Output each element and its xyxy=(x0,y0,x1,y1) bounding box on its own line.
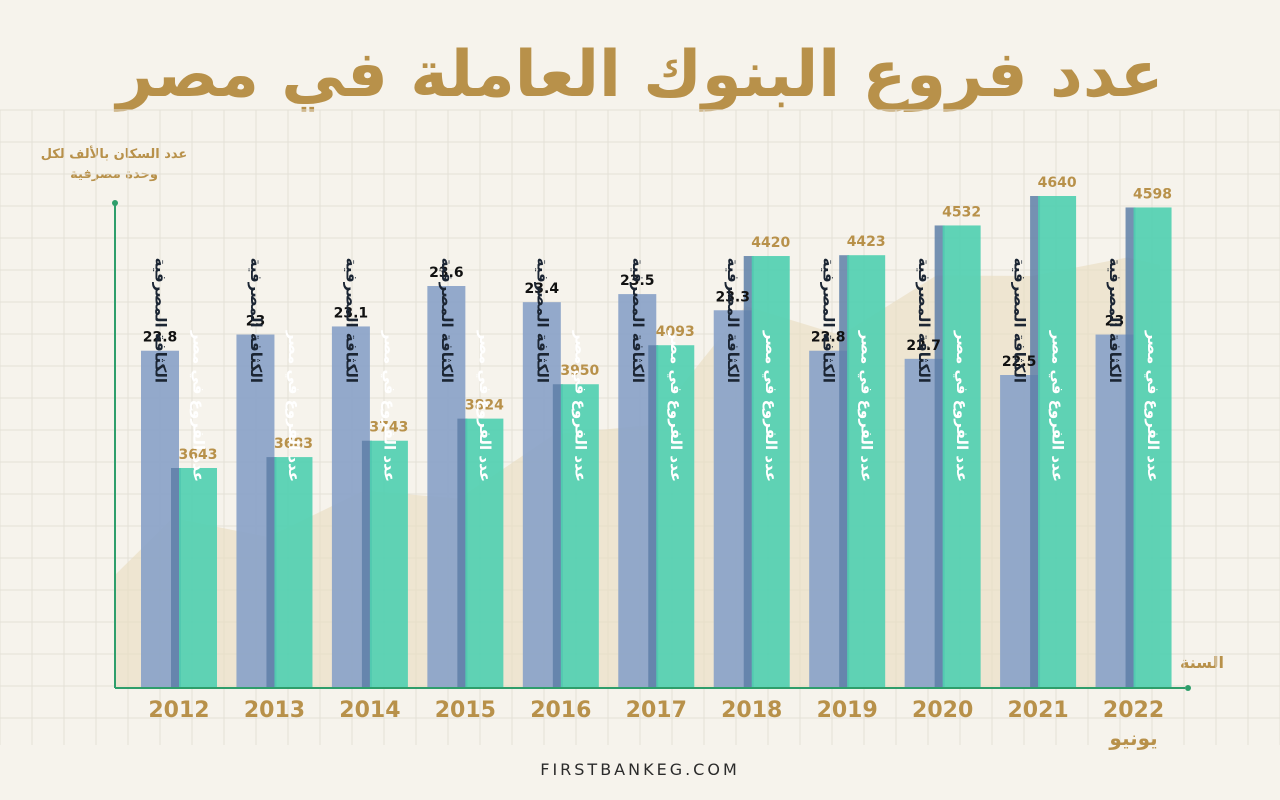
density-series-label: الكثافة المصرفية xyxy=(629,258,647,383)
density-series-label: الكثافة المصرفية xyxy=(1011,258,1029,383)
axes-group: 2012 2013 2014 2015 2016 2017 2018 2019 2020 2021… xyxy=(112,200,1191,750)
bar-overlap xyxy=(934,225,945,688)
branches-series-label: عدد الفروع في مصر xyxy=(476,330,494,482)
branches-bar xyxy=(656,345,695,688)
density-value-label: 23.5 xyxy=(620,273,655,289)
branches-series-label: عدد الفروع في مصر xyxy=(953,330,971,482)
bar-overlap xyxy=(1125,207,1136,688)
branches-value-label: 4640 xyxy=(1038,175,1077,191)
x-tick-label: 2019 xyxy=(817,698,878,723)
x-tick-label: 2014 xyxy=(339,698,400,723)
y-axis-label: عدد السكان بالألف لكل وحدة مصرفية xyxy=(40,147,188,182)
branches-bar xyxy=(465,418,504,688)
branches-series-label: عدد الفروع في مصر xyxy=(762,330,780,482)
density-series-label: الكثافة المصرفية xyxy=(820,258,838,383)
branches-value-label: 3643 xyxy=(179,447,218,463)
branches-value-label: 3824 xyxy=(465,398,504,414)
branches-bar xyxy=(274,457,313,688)
branches-bar xyxy=(369,440,408,688)
x-tick-label: 2016 xyxy=(530,698,591,723)
x-tick-label: 2022 xyxy=(1103,698,1164,723)
density-series-label: الكثافة المصرفية xyxy=(724,258,742,383)
bar-overlap xyxy=(457,418,468,688)
branches-series-label: عدد الفروع في مصر xyxy=(571,330,589,482)
density-value-label: 23 xyxy=(1105,314,1124,330)
branches-series-label: عدد الفروع في مصر xyxy=(667,330,685,482)
density-value-label: 22.7 xyxy=(906,338,941,354)
density-series-label: الكثافة المصرفية xyxy=(1106,258,1124,383)
branches-bar xyxy=(847,255,886,688)
branches-bar xyxy=(1038,196,1077,688)
branches-series-label: عدد الفروع في مصر xyxy=(1049,330,1067,482)
x-axis-end-dot xyxy=(1185,685,1191,691)
branches-series-label: عدد الفروع في مصر xyxy=(380,330,398,482)
density-series-label: الكثافة المصرفية xyxy=(915,258,933,383)
density-series-label: الكثافة المصرفية xyxy=(247,258,265,383)
chart-title: عدد فروع البنوك العاملة في مصر xyxy=(116,38,1164,112)
branches-bar xyxy=(1133,207,1172,688)
branches-bar xyxy=(179,468,217,688)
density-value-label: 23.3 xyxy=(715,289,750,305)
branches-value-label: 4093 xyxy=(656,324,695,340)
branches-value-label: 3950 xyxy=(560,363,599,379)
density-series-label: الكثافة المصرفية xyxy=(152,258,170,383)
branches-value-label: 3683 xyxy=(274,436,313,452)
x-tick-sublabel: يونيو xyxy=(1108,726,1157,750)
branches-value-label: 4423 xyxy=(847,234,886,250)
x-tick-label: 2017 xyxy=(626,698,687,723)
branches-bar xyxy=(560,384,599,688)
density-value-label: 23.1 xyxy=(334,305,369,321)
x-axis-label: السنة xyxy=(1179,653,1224,672)
density-value-label: 22.5 xyxy=(1002,354,1037,370)
branches-bar xyxy=(942,225,981,688)
x-tick-label: 2012 xyxy=(148,698,209,723)
bars-group: 22.8 3643 الكثافة المصرفية عدد الفروع في مص… xyxy=(141,175,1172,688)
density-value-label: 23.4 xyxy=(525,281,560,297)
branches-series-label: عدد الفروع في مصر xyxy=(858,330,876,482)
density-series-label: الكثافة المصرفية xyxy=(342,258,360,383)
site-footer: FIRSTBANKEG.COM xyxy=(540,760,740,779)
density-value-label: 23.6 xyxy=(429,265,464,281)
bar-overlap xyxy=(266,457,277,688)
branches-series-label: عدد الفروع في مصر xyxy=(1144,330,1162,482)
x-tick-label: 2015 xyxy=(435,698,496,723)
bar-overlap xyxy=(361,440,372,688)
branches-series-label: عدد الفروع في مصر xyxy=(285,330,303,482)
density-series-label: الكثافة المصرفية xyxy=(438,258,456,383)
density-value-label: 22.8 xyxy=(143,330,178,346)
density-value-label: 22.8 xyxy=(811,330,846,346)
branches-value-label: 4598 xyxy=(1133,186,1172,202)
branches-value-label: 4420 xyxy=(751,235,790,251)
density-value-label: 23 xyxy=(246,314,265,330)
bar-overlap xyxy=(171,468,181,688)
branches-value-label: 4532 xyxy=(942,204,981,220)
branches-value-label: 3743 xyxy=(369,420,408,436)
bar-overlap xyxy=(552,384,563,688)
bar-overlap xyxy=(743,256,754,688)
x-tick-label: 2013 xyxy=(244,698,305,723)
x-tick-label: 2021 xyxy=(1007,698,1068,723)
y-axis-end-dot xyxy=(112,200,118,206)
bar-overlap xyxy=(648,345,659,688)
x-tick-label: 2018 xyxy=(721,698,782,723)
x-tick-label: 2020 xyxy=(912,698,973,723)
density-series-label: الكثافة المصرفية xyxy=(533,258,551,383)
bar-overlap xyxy=(839,255,850,688)
branches-bar xyxy=(751,256,790,688)
branches-series-label: عدد الفروع في مصر xyxy=(190,330,208,482)
bar-overlap xyxy=(1030,196,1041,688)
